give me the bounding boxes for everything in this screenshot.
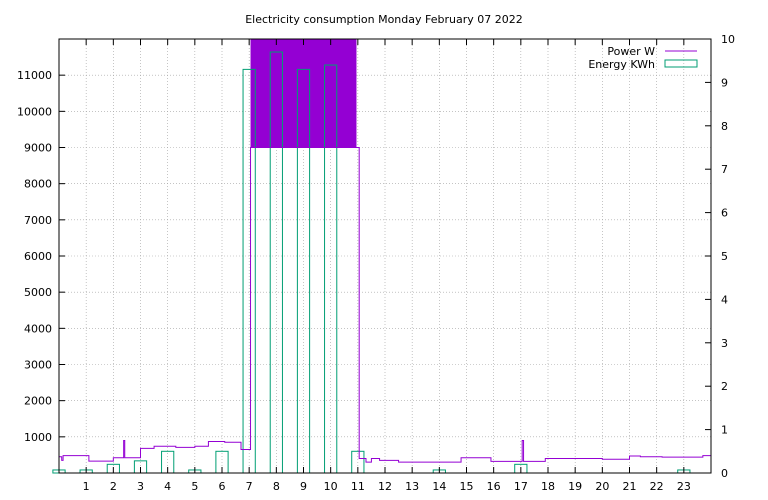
y2-ticks: 0 1 2 3 4 5 6 7 8 9 10	[705, 33, 735, 480]
y-tick-label: 11000	[17, 69, 52, 82]
y2-tick-label: 5	[721, 250, 728, 263]
x-tick-label: 6	[219, 480, 226, 493]
y2-tick-label: 0	[721, 467, 728, 480]
power-band-fill	[250, 39, 357, 148]
x-ticks: 1 2 3 4 5 6 7 8 9 10 11 12 13 14 15 16 17 18 19 20 21 22 23	[83, 39, 691, 493]
x-tick-label: 10	[324, 480, 338, 493]
x-tick-label: 12	[378, 480, 392, 493]
y2-tick-label: 1	[721, 424, 728, 437]
y2-tick-label: 8	[721, 120, 728, 133]
x-tick-label: 20	[595, 480, 609, 493]
x-tick-label: 11	[351, 480, 365, 493]
x-tick-label: 17	[514, 480, 528, 493]
x-tick-label: 13	[405, 480, 419, 493]
y-tick-label: 2000	[24, 395, 52, 408]
x-tick-label: 19	[568, 480, 582, 493]
y-tick-label: 9000	[24, 142, 52, 155]
x-tick-label: 3	[137, 480, 144, 493]
y-tick-label: 6000	[24, 250, 52, 263]
y2-tick-label: 9	[721, 76, 728, 89]
x-tick-label: 22	[650, 480, 664, 493]
x-tick-label: 8	[273, 480, 280, 493]
legend-label-energy: Energy KWh	[588, 58, 655, 71]
x-tick-label: 1	[83, 480, 90, 493]
x-tick-label: 15	[460, 480, 474, 493]
y-tick-label: 3000	[24, 359, 52, 372]
grid	[59, 39, 711, 473]
x-tick-label: 18	[541, 480, 555, 493]
legend-label-power: Power W	[607, 45, 655, 58]
x-tick-label: 14	[432, 480, 446, 493]
legend-swatch-energy	[664, 59, 698, 68]
power-band	[250, 39, 357, 148]
y-tick-label: 5000	[24, 286, 52, 299]
x-tick-label: 16	[487, 480, 501, 493]
energy-bars	[52, 51, 691, 474]
x-tick-label: 21	[623, 480, 637, 493]
y-tick-label: 10000	[17, 105, 52, 118]
power-series-line	[59, 147, 711, 463]
x-tick-label: 5	[191, 480, 198, 493]
y-tick-label: 7000	[24, 214, 52, 227]
y2-tick-label: 2	[721, 380, 728, 393]
y-tick-label: 4000	[24, 322, 52, 335]
y-ticks: 1000 2000 3000 4000 5000 6000 7000 8000 9000 1000…	[17, 69, 65, 444]
legend: Power W Energy KWh	[588, 45, 698, 71]
y2-tick-label: 4	[721, 293, 728, 306]
y-tick-label: 8000	[24, 178, 52, 191]
y2-tick-label: 6	[721, 207, 728, 220]
chart-title: Electricity consumption Monday February …	[245, 13, 523, 26]
y2-tick-label: 10	[721, 33, 735, 46]
y2-tick-label: 3	[721, 337, 728, 350]
x-tick-label: 23	[677, 480, 691, 493]
y-tick-label: 1000	[24, 431, 52, 444]
y2-tick-label: 7	[721, 163, 728, 176]
x-tick-label: 4	[164, 480, 171, 493]
x-tick-label: 9	[300, 480, 307, 493]
x-tick-label: 7	[246, 480, 253, 493]
power-line	[59, 147, 711, 463]
x-tick-label: 2	[110, 480, 117, 493]
